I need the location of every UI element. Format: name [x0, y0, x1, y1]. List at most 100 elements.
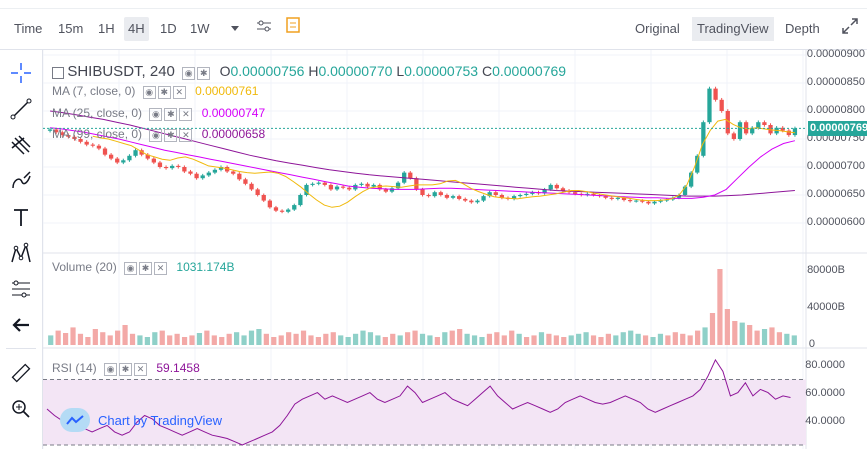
candle-body	[432, 192, 437, 197]
volume-bar	[174, 333, 180, 345]
ma99-legend: MA (99, close, 0) ◉ ✱ ✕ 0.00000658	[52, 127, 265, 142]
price-axis-label: 0.00000850	[806, 76, 865, 88]
volume-bar	[680, 333, 686, 345]
candle-body	[414, 178, 419, 190]
ma25-label: MA (25, close, 0)	[52, 106, 143, 120]
legend-controls[interactable]: ◉ ✱	[182, 66, 212, 80]
close-icon: ✕	[154, 261, 168, 275]
rsi-legend: RSI (14) ◉ ✱ ✕ 59.1458	[52, 361, 200, 376]
view-original[interactable]: Original	[635, 21, 680, 36]
interval-1d[interactable]: 1D	[160, 21, 177, 36]
volume-bar	[754, 330, 760, 345]
volume-bar	[70, 327, 76, 345]
candle-body	[725, 111, 730, 134]
view-depth[interactable]: Depth	[785, 21, 820, 36]
text-icon[interactable]	[6, 202, 36, 232]
volume-bar	[360, 330, 366, 345]
volume-bar	[115, 330, 121, 345]
volume-bar	[576, 333, 582, 345]
candle-body	[743, 122, 749, 134]
candle-body	[267, 200, 272, 208]
volume-bar	[405, 332, 411, 345]
crosshair-icon[interactable]	[6, 58, 36, 88]
price-axis-label: 0.00000700	[806, 160, 865, 172]
ma25-value: 0.00000747	[201, 106, 266, 120]
candle-body	[255, 189, 260, 195]
legend-controls[interactable]: ◉ ✱ ✕	[142, 85, 188, 99]
price-axis-label: 0.00000800	[806, 104, 865, 116]
candle-body	[511, 196, 517, 199]
close-icon: ✕	[179, 107, 193, 121]
legend-controls[interactable]: ◉ ✱ ✕	[104, 362, 149, 376]
sliders-icon[interactable]	[252, 17, 276, 41]
candle-body	[96, 145, 102, 149]
candle-body	[481, 196, 486, 201]
candle-body	[243, 179, 248, 184]
candle-body	[646, 201, 651, 204]
ruler-icon[interactable]	[6, 358, 36, 388]
volume-bar	[129, 333, 136, 345]
candle-body	[627, 200, 633, 202]
candle-body	[78, 139, 83, 142]
pitchfork-icon[interactable]	[6, 130, 36, 160]
candle-body	[756, 122, 761, 128]
measure-icon[interactable]	[6, 274, 36, 304]
zoom-in-icon[interactable]	[6, 394, 36, 424]
price-chart[interactable]	[43, 50, 867, 449]
candle-body	[603, 196, 608, 198]
ma25-legend: MA (25, close, 0) ◉ ✱ ✕ 0.00000747	[52, 106, 265, 121]
ma7-label: MA (7, close, 0)	[52, 84, 136, 98]
trend-line-icon[interactable]	[6, 94, 36, 124]
candle-body	[695, 155, 700, 173]
candle-body	[206, 172, 211, 176]
interval-15m[interactable]: 15m	[58, 21, 84, 36]
volume-bar	[390, 333, 396, 345]
indicators-icon[interactable]	[282, 17, 304, 41]
candle-body	[499, 195, 505, 198]
candle-body	[420, 189, 425, 195]
volume-bar	[776, 332, 783, 345]
candle-body	[298, 195, 303, 206]
volume-bar	[271, 337, 277, 345]
legend-controls[interactable]: ◉ ✱ ✕	[124, 261, 169, 275]
volume-bar	[479, 337, 485, 345]
candle-body	[786, 130, 791, 136]
volume-bar	[494, 332, 500, 345]
candle-body	[383, 189, 389, 192]
candle-body	[658, 200, 663, 202]
ma25-line	[50, 127, 796, 199]
interval-1h[interactable]: 1H	[98, 21, 115, 36]
candle-body	[194, 173, 199, 179]
eye-icon: ◉	[182, 66, 196, 80]
pattern-icon[interactable]	[6, 238, 36, 268]
tradingview-badge[interactable]: Chart by TradingView	[60, 408, 222, 432]
volume-bar	[471, 335, 478, 345]
volume-bar	[263, 333, 269, 345]
legend-controls[interactable]: ◉ ✱ ✕	[149, 128, 194, 142]
caret-down-icon[interactable]	[226, 17, 244, 41]
candle-body	[676, 195, 682, 198]
expand-icon[interactable]	[836, 17, 864, 41]
candle-body	[133, 150, 138, 156]
volume-label: Volume (20)	[52, 260, 117, 274]
ma7-line	[92, 118, 795, 208]
volume-bar	[449, 330, 455, 345]
volume-bar	[739, 322, 745, 345]
candle-body	[456, 196, 462, 199]
interval-4h[interactable]: 4H	[124, 17, 149, 41]
interval-1w[interactable]: 1W	[190, 21, 210, 36]
volume-bar	[672, 332, 678, 345]
candle-body	[328, 184, 334, 190]
volume-bar	[248, 330, 255, 345]
volume-bar	[583, 332, 589, 345]
view-tradingview[interactable]: TradingView	[692, 17, 774, 41]
brush-icon[interactable]	[6, 166, 36, 196]
legend-controls[interactable]: ◉ ✱ ✕	[149, 107, 194, 121]
arrow-left-icon[interactable]	[6, 310, 36, 340]
candle-body	[444, 195, 450, 198]
volume-bar	[323, 333, 329, 345]
volume-bar	[531, 335, 537, 345]
volume-bar	[665, 335, 671, 345]
volume-bar	[85, 337, 91, 345]
collapse-icon[interactable]	[52, 66, 64, 79]
